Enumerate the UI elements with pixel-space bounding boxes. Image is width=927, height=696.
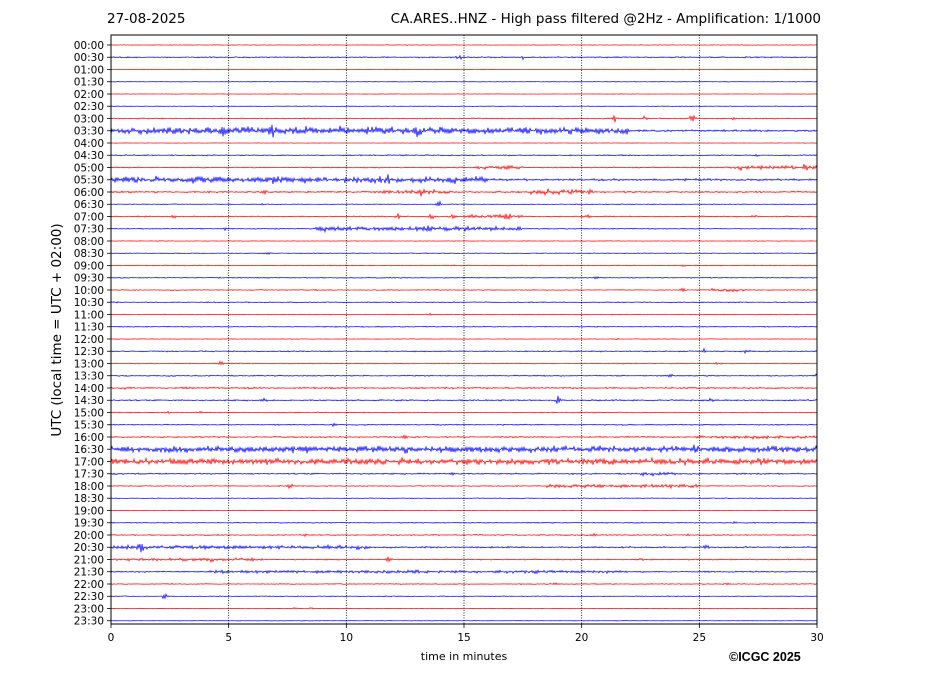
chart-title: CA.ARES..HNZ - High pass filtered @2Hz -… xyxy=(390,11,821,27)
y-tick-label: 23:30 xyxy=(74,616,104,628)
trace-1200 xyxy=(110,337,818,341)
x-tick-label: 0 xyxy=(108,632,115,644)
y-tick-label: 17:00 xyxy=(74,456,104,468)
y-tick-label: 07:30 xyxy=(74,224,104,236)
x-axis-ticks: 0 5 10 15 20 25 30 xyxy=(108,624,824,644)
x-tick-label: 20 xyxy=(575,632,588,644)
y-tick-label: 00:30 xyxy=(74,52,104,64)
trace-2100 xyxy=(110,556,818,563)
y-tick-label: 09:30 xyxy=(74,273,104,285)
y-tick-label: 04:30 xyxy=(74,150,104,162)
y-tick-label: 10:30 xyxy=(74,297,104,309)
x-tick-label: 25 xyxy=(693,632,706,644)
y-tick-label: 11:00 xyxy=(74,309,104,321)
y-tick-label: 15:00 xyxy=(74,407,104,419)
y-tick-label: 18:30 xyxy=(74,493,104,505)
y-tick-label: 03:00 xyxy=(74,113,104,125)
y-tick-label: 15:30 xyxy=(74,420,104,432)
x-tick-label: 30 xyxy=(810,632,823,644)
y-tick-label: 21:30 xyxy=(74,567,104,579)
grid-layer xyxy=(228,35,700,624)
y-tick-label: 19:00 xyxy=(74,505,104,517)
y-tick-label: 11:30 xyxy=(74,322,104,334)
y-tick-label: 08:00 xyxy=(74,236,104,248)
y-tick-label: 20:00 xyxy=(74,530,104,542)
y-tick-label: 23:00 xyxy=(74,603,104,615)
y-tick-label: 06:30 xyxy=(74,199,104,211)
trace-0630 xyxy=(110,200,818,207)
trace-1130 xyxy=(110,325,818,328)
y-tick-label: 05:30 xyxy=(74,175,104,187)
x-tick-label: 10 xyxy=(340,632,353,644)
y-tick-label: 20:30 xyxy=(74,542,104,554)
trace-0300 xyxy=(110,114,818,123)
x-axis-label: time in minutes xyxy=(420,650,508,663)
trace-0030 xyxy=(110,54,818,61)
y-tick-label: 16:00 xyxy=(74,432,104,444)
trace-2200 xyxy=(110,582,818,586)
y-tick-label: 02:00 xyxy=(74,89,104,101)
trace-0700 xyxy=(110,213,818,221)
y-tick-label: 02:30 xyxy=(74,101,104,113)
y-tick-label: 07:00 xyxy=(74,211,104,223)
x-tick-label: 15 xyxy=(457,632,470,644)
trace-0500 xyxy=(110,163,818,172)
y-tick-label: 21:00 xyxy=(74,554,104,566)
trace-1030 xyxy=(110,301,818,304)
y-tick-label: 05:00 xyxy=(74,162,104,174)
trace-0130 xyxy=(110,80,818,83)
trace-1700 xyxy=(110,456,818,466)
y-tick-label: 00:00 xyxy=(74,40,104,52)
y-tick-label: 17:30 xyxy=(74,469,104,481)
y-tick-label: 19:30 xyxy=(74,518,104,530)
y-tick-label: 09:00 xyxy=(74,260,104,272)
y-tick-label: 03:30 xyxy=(74,126,104,138)
trace-1230 xyxy=(110,347,818,355)
y-tick-label: 13:00 xyxy=(74,358,104,370)
y-tick-label: 14:00 xyxy=(74,383,104,395)
trace-1600 xyxy=(110,434,818,441)
y-tick-label: 10:00 xyxy=(74,285,104,297)
y-tick-label: 16:30 xyxy=(74,444,104,456)
trace-1000 xyxy=(110,287,818,293)
y-tick-label: 22:00 xyxy=(74,579,104,591)
y-tick-label: 12:30 xyxy=(74,346,104,358)
y-tick-label: 22:30 xyxy=(74,591,104,603)
y-tick-label: 12:00 xyxy=(74,334,104,346)
trace-1100 xyxy=(110,312,818,316)
y-tick-label: 14:30 xyxy=(74,395,104,407)
y-tick-label: 01:30 xyxy=(74,77,104,89)
y-tick-label: 06:00 xyxy=(74,187,104,199)
y-tick-label: 13:30 xyxy=(74,371,104,383)
y-axis-ticks: 00:0000:3001:0001:3002:0002:3003:0003:30… xyxy=(74,40,111,628)
x-tick-label: 5 xyxy=(225,632,232,644)
trace-2230 xyxy=(110,592,818,600)
trace-1530 xyxy=(110,422,818,428)
y-tick-label: 08:30 xyxy=(74,248,104,260)
trace-0730 xyxy=(110,224,818,234)
chart-date: 27-08-2025 xyxy=(107,11,186,27)
trace-0200 xyxy=(110,93,818,95)
y-tick-label: 18:00 xyxy=(74,481,104,493)
trace-0600 xyxy=(110,188,818,197)
copyright-text: ©ICGC 2025 xyxy=(729,650,801,664)
y-tick-label: 01:00 xyxy=(74,64,104,76)
y-tick-label: 04:00 xyxy=(74,138,104,150)
